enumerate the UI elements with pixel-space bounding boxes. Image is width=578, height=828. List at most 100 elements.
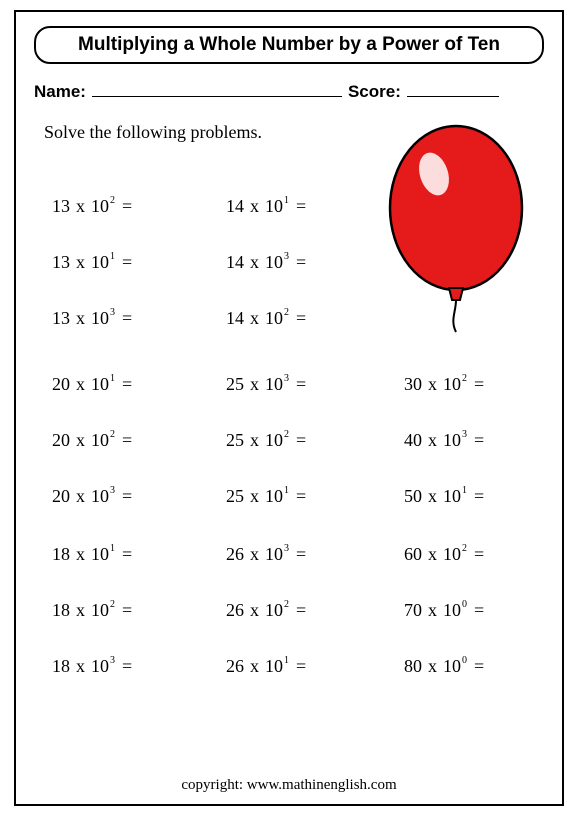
problem-base: 10 — [91, 374, 109, 394]
times-symbol: x — [428, 430, 437, 450]
problem-multiplicand: 13 — [52, 252, 70, 272]
problem-item: 14x101= — [226, 196, 306, 217]
problem-item: 26x102= — [226, 600, 306, 621]
problem-multiplicand: 13 — [52, 196, 70, 216]
times-symbol: x — [250, 656, 259, 676]
problem-base: 10 — [265, 374, 283, 394]
balloon-icon — [376, 122, 536, 342]
problem-base: 10 — [443, 430, 461, 450]
times-symbol: x — [428, 656, 437, 676]
problem-multiplicand: 26 — [226, 600, 244, 620]
problem-base: 10 — [91, 430, 109, 450]
equals-symbol: = — [474, 600, 484, 620]
problem-item: 25x102= — [226, 430, 306, 451]
problem-exponent: 3 — [284, 373, 289, 384]
problem-base: 10 — [265, 486, 283, 506]
problem-multiplicand: 13 — [52, 308, 70, 328]
equals-symbol: = — [296, 600, 306, 620]
problem-multiplicand: 18 — [52, 600, 70, 620]
problem-exponent: 3 — [110, 655, 115, 666]
problem-base: 10 — [265, 196, 283, 216]
times-symbol: x — [250, 430, 259, 450]
equals-symbol: = — [296, 196, 306, 216]
problem-base: 10 — [265, 308, 283, 328]
equals-symbol: = — [474, 544, 484, 564]
times-symbol: x — [250, 374, 259, 394]
problem-item: 18 x 103 = — [52, 656, 132, 677]
problem-multiplicand: 70 — [404, 600, 422, 620]
problem-multiplicand: 25 — [226, 486, 244, 506]
worksheet-title: Multiplying a Whole Number by a Power of… — [34, 26, 544, 64]
problem-exponent: 2 — [284, 307, 289, 318]
times-symbol: x — [428, 486, 437, 506]
problem-base: 10 — [443, 486, 461, 506]
equals-symbol: = — [296, 308, 306, 328]
times-symbol: x — [428, 600, 437, 620]
equals-symbol: = — [122, 600, 132, 620]
copyright-text: copyright: www.mathinenglish.com — [16, 777, 562, 794]
times-symbol: x — [76, 196, 85, 216]
times-symbol: x — [76, 430, 85, 450]
problem-multiplicand: 30 — [404, 374, 422, 394]
problem-base: 10 — [91, 656, 109, 676]
equals-symbol: = — [122, 430, 132, 450]
problem-base: 10 — [91, 252, 109, 272]
times-symbol: x — [76, 600, 85, 620]
problem-base: 10 — [443, 600, 461, 620]
problem-multiplicand: 20 — [52, 430, 70, 450]
times-symbol: x — [428, 544, 437, 564]
name-blank[interactable] — [92, 96, 342, 97]
problem-multiplicand: 26 — [226, 544, 244, 564]
problem-base: 10 — [443, 656, 461, 676]
problem-item: 40x103= — [404, 430, 484, 451]
problem-multiplicand: 20 — [52, 486, 70, 506]
problem-multiplicand: 14 — [226, 196, 244, 216]
problem-exponent: 0 — [462, 655, 467, 666]
times-symbol: x — [250, 600, 259, 620]
equals-symbol: = — [474, 430, 484, 450]
problem-exponent: 1 — [462, 485, 467, 496]
times-symbol: x — [428, 374, 437, 394]
problem-multiplicand: 18 — [52, 656, 70, 676]
equals-symbol: = — [122, 308, 132, 328]
problem-multiplicand: 25 — [226, 374, 244, 394]
problem-item: 25x103= — [226, 374, 306, 395]
times-symbol: x — [76, 544, 85, 564]
problem-base: 10 — [91, 544, 109, 564]
times-symbol: x — [76, 486, 85, 506]
problem-item: 20x103= — [52, 486, 132, 507]
equals-symbol: = — [122, 196, 132, 216]
problem-item: 25x101= — [226, 486, 306, 507]
problem-base: 10 — [91, 486, 109, 506]
problem-base: 10 — [265, 656, 283, 676]
problem-exponent: 3 — [284, 251, 289, 262]
times-symbol: x — [76, 374, 85, 394]
problem-exponent: 2 — [284, 429, 289, 440]
equals-symbol: = — [122, 252, 132, 272]
problem-base: 10 — [443, 544, 461, 564]
problem-exponent: 1 — [284, 655, 289, 666]
score-blank[interactable] — [407, 96, 499, 97]
problem-exponent: 1 — [110, 251, 115, 262]
problem-exponent: 1 — [110, 373, 115, 384]
problem-base: 10 — [91, 600, 109, 620]
equals-symbol: = — [122, 656, 132, 676]
problem-item: 26x103= — [226, 544, 306, 565]
problem-base: 10 — [91, 308, 109, 328]
problem-base: 10 — [265, 600, 283, 620]
problem-item: 80x100= — [404, 656, 484, 677]
problem-item: 13x102= — [52, 196, 132, 217]
problem-exponent: 3 — [110, 485, 115, 496]
problem-exponent: 2 — [110, 429, 115, 440]
problem-exponent: 3 — [284, 543, 289, 554]
equals-symbol: = — [296, 252, 306, 272]
times-symbol: x — [250, 544, 259, 564]
problem-item: 18x102= — [52, 600, 132, 621]
problem-multiplicand: 20 — [52, 374, 70, 394]
times-symbol: x — [76, 656, 85, 676]
problem-item: 50x101= — [404, 486, 484, 507]
problem-item: 26x101= — [226, 656, 306, 677]
problem-exponent: 3 — [462, 429, 467, 440]
score-label: Score: — [348, 82, 401, 102]
problem-exponent: 1 — [284, 195, 289, 206]
